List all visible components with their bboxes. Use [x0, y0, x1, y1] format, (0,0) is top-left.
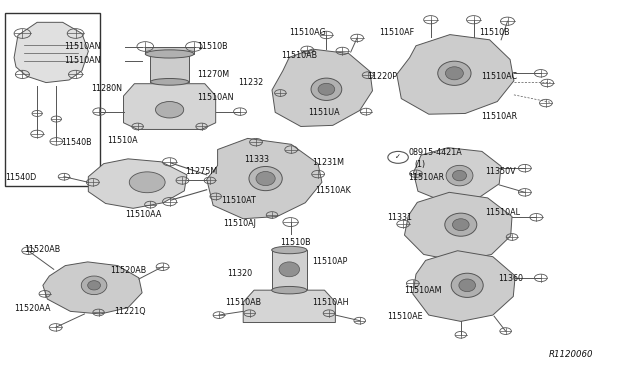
- Text: 11510AR: 11510AR: [481, 112, 517, 121]
- Text: 11510AC: 11510AC: [481, 72, 517, 81]
- Ellipse shape: [445, 67, 463, 80]
- Circle shape: [388, 151, 408, 163]
- Text: 11510AB: 11510AB: [282, 51, 317, 60]
- Polygon shape: [413, 148, 501, 202]
- Text: 11510B: 11510B: [479, 28, 509, 37]
- Text: 11510AH: 11510AH: [312, 298, 349, 307]
- Text: 11510AM: 11510AM: [404, 286, 442, 295]
- Text: 11221Q: 11221Q: [114, 307, 145, 316]
- Text: 11275M: 11275M: [186, 167, 218, 176]
- Text: 08915-4421A: 08915-4421A: [408, 148, 462, 157]
- Polygon shape: [413, 251, 515, 321]
- Text: 11510AF: 11510AF: [379, 28, 414, 37]
- Ellipse shape: [256, 171, 275, 186]
- Text: 11360: 11360: [498, 274, 523, 283]
- Text: 11510B: 11510B: [197, 42, 228, 51]
- Ellipse shape: [446, 166, 473, 186]
- Polygon shape: [243, 290, 335, 323]
- Polygon shape: [124, 84, 216, 129]
- Ellipse shape: [438, 61, 471, 86]
- Polygon shape: [272, 49, 372, 126]
- Text: 11520AB: 11520AB: [24, 246, 61, 254]
- Ellipse shape: [88, 280, 100, 290]
- Text: 11510AN: 11510AN: [64, 56, 100, 65]
- Text: 11510AP: 11510AP: [312, 257, 348, 266]
- Ellipse shape: [451, 273, 483, 298]
- Polygon shape: [43, 262, 142, 314]
- Text: 11520AB: 11520AB: [110, 266, 147, 275]
- Text: ✓: ✓: [395, 154, 401, 160]
- Polygon shape: [397, 35, 514, 114]
- Text: 1151UA: 1151UA: [308, 108, 340, 117]
- Text: 11220P: 11220P: [367, 72, 397, 81]
- Ellipse shape: [311, 78, 342, 100]
- Circle shape: [156, 102, 184, 118]
- Ellipse shape: [452, 170, 467, 181]
- Text: (1): (1): [415, 160, 426, 169]
- Ellipse shape: [318, 83, 335, 95]
- Text: 11333: 11333: [244, 155, 269, 164]
- Text: 11520AA: 11520AA: [14, 304, 51, 312]
- FancyBboxPatch shape: [5, 13, 100, 186]
- Text: 11510AT: 11510AT: [221, 196, 255, 205]
- Polygon shape: [404, 192, 512, 261]
- Text: 11510AJ: 11510AJ: [223, 219, 255, 228]
- Ellipse shape: [272, 286, 307, 294]
- Ellipse shape: [81, 276, 107, 295]
- Text: 11320: 11320: [227, 269, 252, 278]
- Text: 11510AA: 11510AA: [125, 210, 162, 219]
- Ellipse shape: [445, 213, 477, 236]
- Text: 11510B: 11510B: [280, 238, 311, 247]
- Text: 11510AN: 11510AN: [64, 42, 100, 51]
- Ellipse shape: [145, 50, 194, 58]
- Text: R1120060: R1120060: [549, 350, 594, 359]
- Ellipse shape: [279, 262, 300, 277]
- Polygon shape: [207, 138, 322, 219]
- Polygon shape: [14, 22, 88, 83]
- Circle shape: [129, 172, 165, 193]
- Text: 11350V: 11350V: [485, 167, 516, 176]
- FancyBboxPatch shape: [150, 54, 189, 82]
- Text: 11510AK: 11510AK: [315, 186, 351, 195]
- Text: 11510AB: 11510AB: [225, 298, 261, 307]
- Text: 11510AR: 11510AR: [408, 173, 444, 182]
- Text: 11231M: 11231M: [312, 158, 344, 167]
- Text: 11510AE: 11510AE: [387, 312, 423, 321]
- Text: 11510AG: 11510AG: [289, 28, 326, 37]
- Ellipse shape: [150, 78, 189, 85]
- Polygon shape: [88, 159, 187, 208]
- Ellipse shape: [452, 219, 469, 231]
- Text: 11510AN: 11510AN: [197, 93, 234, 102]
- Polygon shape: [145, 46, 194, 54]
- Text: 11540D: 11540D: [5, 173, 36, 182]
- Text: 11510AL: 11510AL: [485, 208, 520, 217]
- Ellipse shape: [249, 167, 282, 191]
- Text: 11331: 11331: [387, 213, 412, 222]
- Text: 11232: 11232: [238, 78, 263, 87]
- FancyBboxPatch shape: [272, 250, 307, 290]
- Text: 11280N: 11280N: [91, 84, 122, 93]
- Ellipse shape: [459, 279, 476, 292]
- Text: 11510A: 11510A: [108, 136, 138, 145]
- Text: 11540B: 11540B: [61, 138, 92, 147]
- Ellipse shape: [272, 246, 307, 254]
- Text: 11270M: 11270M: [197, 70, 229, 79]
